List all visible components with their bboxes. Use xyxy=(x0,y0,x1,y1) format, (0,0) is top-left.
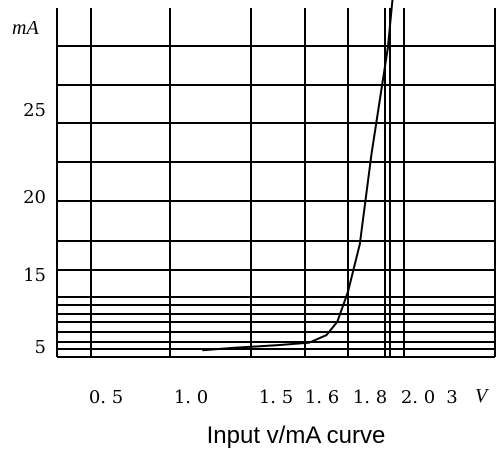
y-tick-label: 15 xyxy=(23,265,46,286)
x-tick-label: 1. 0 xyxy=(174,387,208,408)
x-tick-label: 1. 8 xyxy=(353,387,387,408)
y-tick-labels: 5 15 20 25 xyxy=(23,100,46,358)
y-tick-label: 25 xyxy=(23,100,46,121)
x-tick-label: 2. 0 xyxy=(401,387,435,408)
series-line xyxy=(202,0,394,352)
x-axis-unit-label: V xyxy=(475,385,490,407)
y-tick-label: 5 xyxy=(35,337,46,358)
x-tick-label: 1. 5 xyxy=(259,387,293,408)
x-tick-label: 3 xyxy=(446,387,457,408)
y-axis-unit-label: mA xyxy=(12,17,39,39)
horizontal-gridlines xyxy=(57,45,495,358)
chart-title: Input v/mA curve xyxy=(207,422,386,449)
x-tick-labels: 0. 5 1. 0 1. 5 1. 6 1. 8 2. 0 3 xyxy=(89,387,458,408)
x-tick-label: 0. 5 xyxy=(89,387,123,408)
x-tick-label: 1. 6 xyxy=(305,387,339,408)
y-tick-label: 20 xyxy=(23,187,46,208)
